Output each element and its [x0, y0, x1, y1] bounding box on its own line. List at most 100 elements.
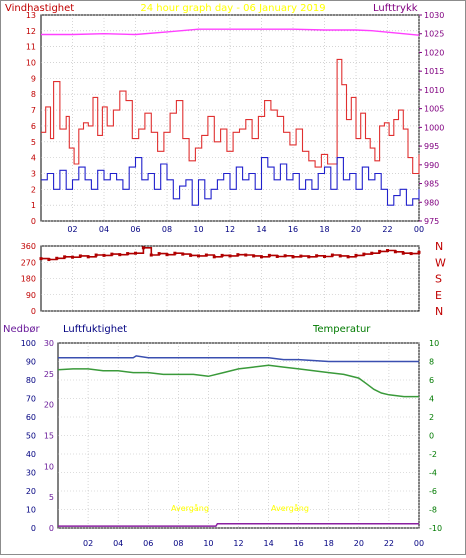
y-left-tick-label: 10	[26, 59, 36, 68]
compass-label: W	[435, 256, 446, 269]
y-right-tick-label: 1030	[424, 11, 444, 20]
series-line-luftfuktighet	[58, 355, 419, 363]
y-left-tick-label: 2	[31, 185, 36, 194]
y-left-tick-label: 7	[31, 106, 36, 115]
x-tick-label: 10	[203, 539, 213, 548]
y-left-tick-label: 13	[26, 11, 36, 20]
y-right-tick-label: 975	[424, 217, 439, 226]
compass-label: N	[435, 305, 443, 318]
direction-tick-label: 270	[21, 258, 36, 267]
y-right-tick-label: 1025	[424, 30, 444, 39]
humidity-tick-label: 30	[26, 469, 36, 478]
y-left-tick-label: 6	[31, 122, 36, 131]
wind-axis-label: Vindhastighet	[5, 3, 74, 14]
temperature-tick-label: 8	[429, 358, 434, 367]
y-left-tick-label: 8	[31, 90, 36, 99]
y-right-tick-label: 1005	[424, 105, 444, 114]
y-right-tick-label: 1015	[424, 67, 444, 76]
y-right-tick-label: 980	[424, 198, 439, 207]
temperature-tick-label: -4	[429, 469, 437, 478]
series-line-lufttrykk	[41, 28, 420, 36]
y-left-tick-label: 11	[26, 43, 36, 52]
x-tick-label: 16	[288, 225, 298, 234]
rain-axis-label: Nedbør	[3, 324, 40, 335]
chart-title: 24 hour graph day - 06 January 2019	[140, 3, 325, 14]
x-tick-label: 10	[193, 225, 203, 234]
compass-label: E	[435, 289, 442, 302]
x-tick-label: 12	[233, 539, 243, 548]
x-tick-label: 16	[294, 539, 304, 548]
x-tick-label: 02	[67, 225, 77, 234]
rain-tick-label: 10	[44, 462, 54, 471]
temperature-tick-label: -8	[429, 506, 437, 515]
temperature-tick-label: 0	[429, 432, 434, 441]
y-left-tick-label: 1	[31, 201, 36, 210]
temperature-tick-label: -10	[429, 524, 442, 533]
y-right-tick-label: 990	[424, 161, 439, 170]
humidity-axis-label: Luftfuktighet	[63, 324, 127, 335]
x-tick-label: 22	[384, 539, 394, 548]
x-tick-label: 04	[113, 539, 123, 548]
x-tick-label: 20	[354, 539, 364, 548]
direction-tick-label: 90	[26, 291, 36, 300]
direction-tick-label: 180	[21, 275, 36, 284]
x-tick-label: 14	[256, 225, 266, 234]
x-tick-label: 00	[414, 225, 424, 234]
temperature-tick-label: 2	[429, 413, 434, 422]
x-tick-label: 14	[263, 539, 273, 548]
humidity-tick-label: 40	[26, 450, 36, 459]
rain-tick-label: 5	[49, 493, 54, 502]
temperature-tick-label: -6	[429, 487, 437, 496]
humidity-tick-label: 90	[26, 358, 36, 367]
x-tick-label: 08	[173, 539, 183, 548]
pressure-axis-label: Lufttrykk	[373, 3, 418, 14]
y-left-tick-label: 3	[31, 169, 36, 178]
series-line-temperatur	[57, 364, 419, 398]
rain-tick-label: 25	[44, 370, 54, 379]
humidity-tick-label: 80	[26, 376, 36, 385]
y-left-tick-label: 9	[31, 74, 36, 83]
x-tick-label: 04	[99, 225, 109, 234]
y-right-tick-label: 985	[424, 180, 439, 189]
rain-annotation: Avergång	[271, 503, 309, 513]
temperature-tick-label: -2	[429, 450, 437, 459]
temperature-axis-label: Temperatur	[312, 324, 371, 335]
x-tick-label: 18	[319, 225, 329, 234]
y-left-tick-label: 12	[26, 27, 36, 36]
x-tick-label: 12	[225, 225, 235, 234]
rain-tick-label: 30	[44, 339, 54, 348]
humidity-tick-label: 60	[26, 413, 36, 422]
compass-label: S	[435, 273, 442, 286]
temperature-tick-label: 4	[429, 395, 434, 404]
series-line-nedbør	[58, 522, 419, 527]
series-line-vindhastighet	[41, 157, 420, 206]
x-tick-label: 22	[382, 225, 392, 234]
x-tick-label: 20	[351, 225, 361, 234]
x-tick-label: 08	[162, 225, 172, 234]
humidity-tick-label: 50	[26, 432, 36, 441]
rain-annotation: Avergång	[171, 503, 209, 513]
y-right-tick-label: 995	[424, 142, 439, 151]
direction-tick-label: 0	[31, 307, 36, 316]
rain-tick-label: 15	[44, 432, 54, 441]
x-tick-label: 00	[414, 539, 424, 548]
temperature-tick-label: 10	[429, 339, 439, 348]
y-right-tick-label: 1000	[424, 123, 444, 132]
x-tick-label: 06	[130, 225, 140, 234]
temperature-tick-label: 6	[429, 376, 434, 385]
y-right-tick-label: 1010	[424, 86, 444, 95]
series-line-vindkast	[41, 58, 420, 175]
y-right-tick-label: 1020	[424, 48, 444, 57]
x-tick-label: 02	[83, 539, 93, 548]
humidity-tick-label: 100	[21, 339, 36, 348]
y-left-tick-label: 4	[31, 154, 36, 163]
y-left-tick-label: 0	[31, 217, 36, 226]
humidity-tick-label: 0	[31, 524, 36, 533]
rain-tick-label: 20	[44, 401, 54, 410]
direction-line	[41, 247, 420, 261]
x-tick-label: 18	[324, 539, 334, 548]
humidity-tick-label: 10	[26, 506, 36, 515]
humidity-tick-label: 70	[26, 395, 36, 404]
